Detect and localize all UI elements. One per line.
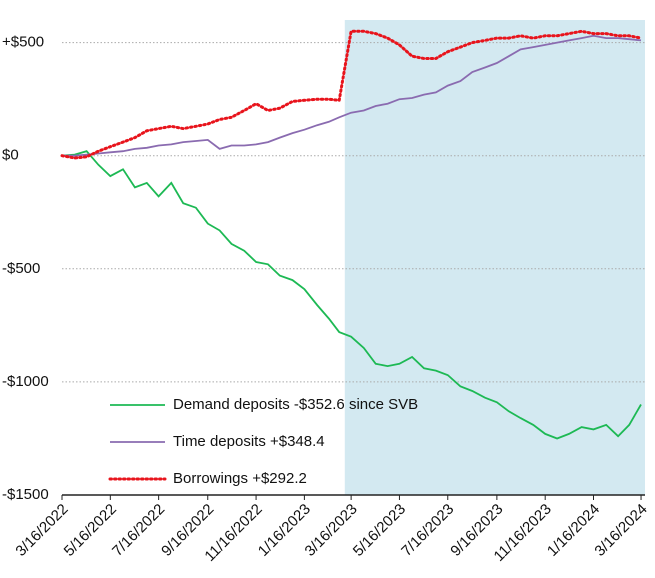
series-line xyxy=(60,29,643,160)
y-tick-label: -$1500 xyxy=(2,486,49,503)
legend-label: Demand deposits -$352.6 since SVB xyxy=(173,396,418,413)
legend-label: Time deposits +$348.4 xyxy=(173,433,325,450)
y-tick-label: +$500 xyxy=(2,34,44,51)
series-line xyxy=(61,150,642,440)
y-tick-label: -$500 xyxy=(2,260,40,277)
series-line xyxy=(62,34,642,157)
x-tick-label: 7/16/2022 xyxy=(109,501,168,560)
highlight-region xyxy=(344,20,645,495)
x-tick-label: 3/16/2024 xyxy=(591,501,650,560)
y-tick-label: $0 xyxy=(2,147,19,164)
x-tick-label: 7/16/2023 xyxy=(398,501,457,560)
y-tick-label: -$1000 xyxy=(2,373,49,390)
legend-label: Borrowings +$292.2 xyxy=(173,470,307,487)
